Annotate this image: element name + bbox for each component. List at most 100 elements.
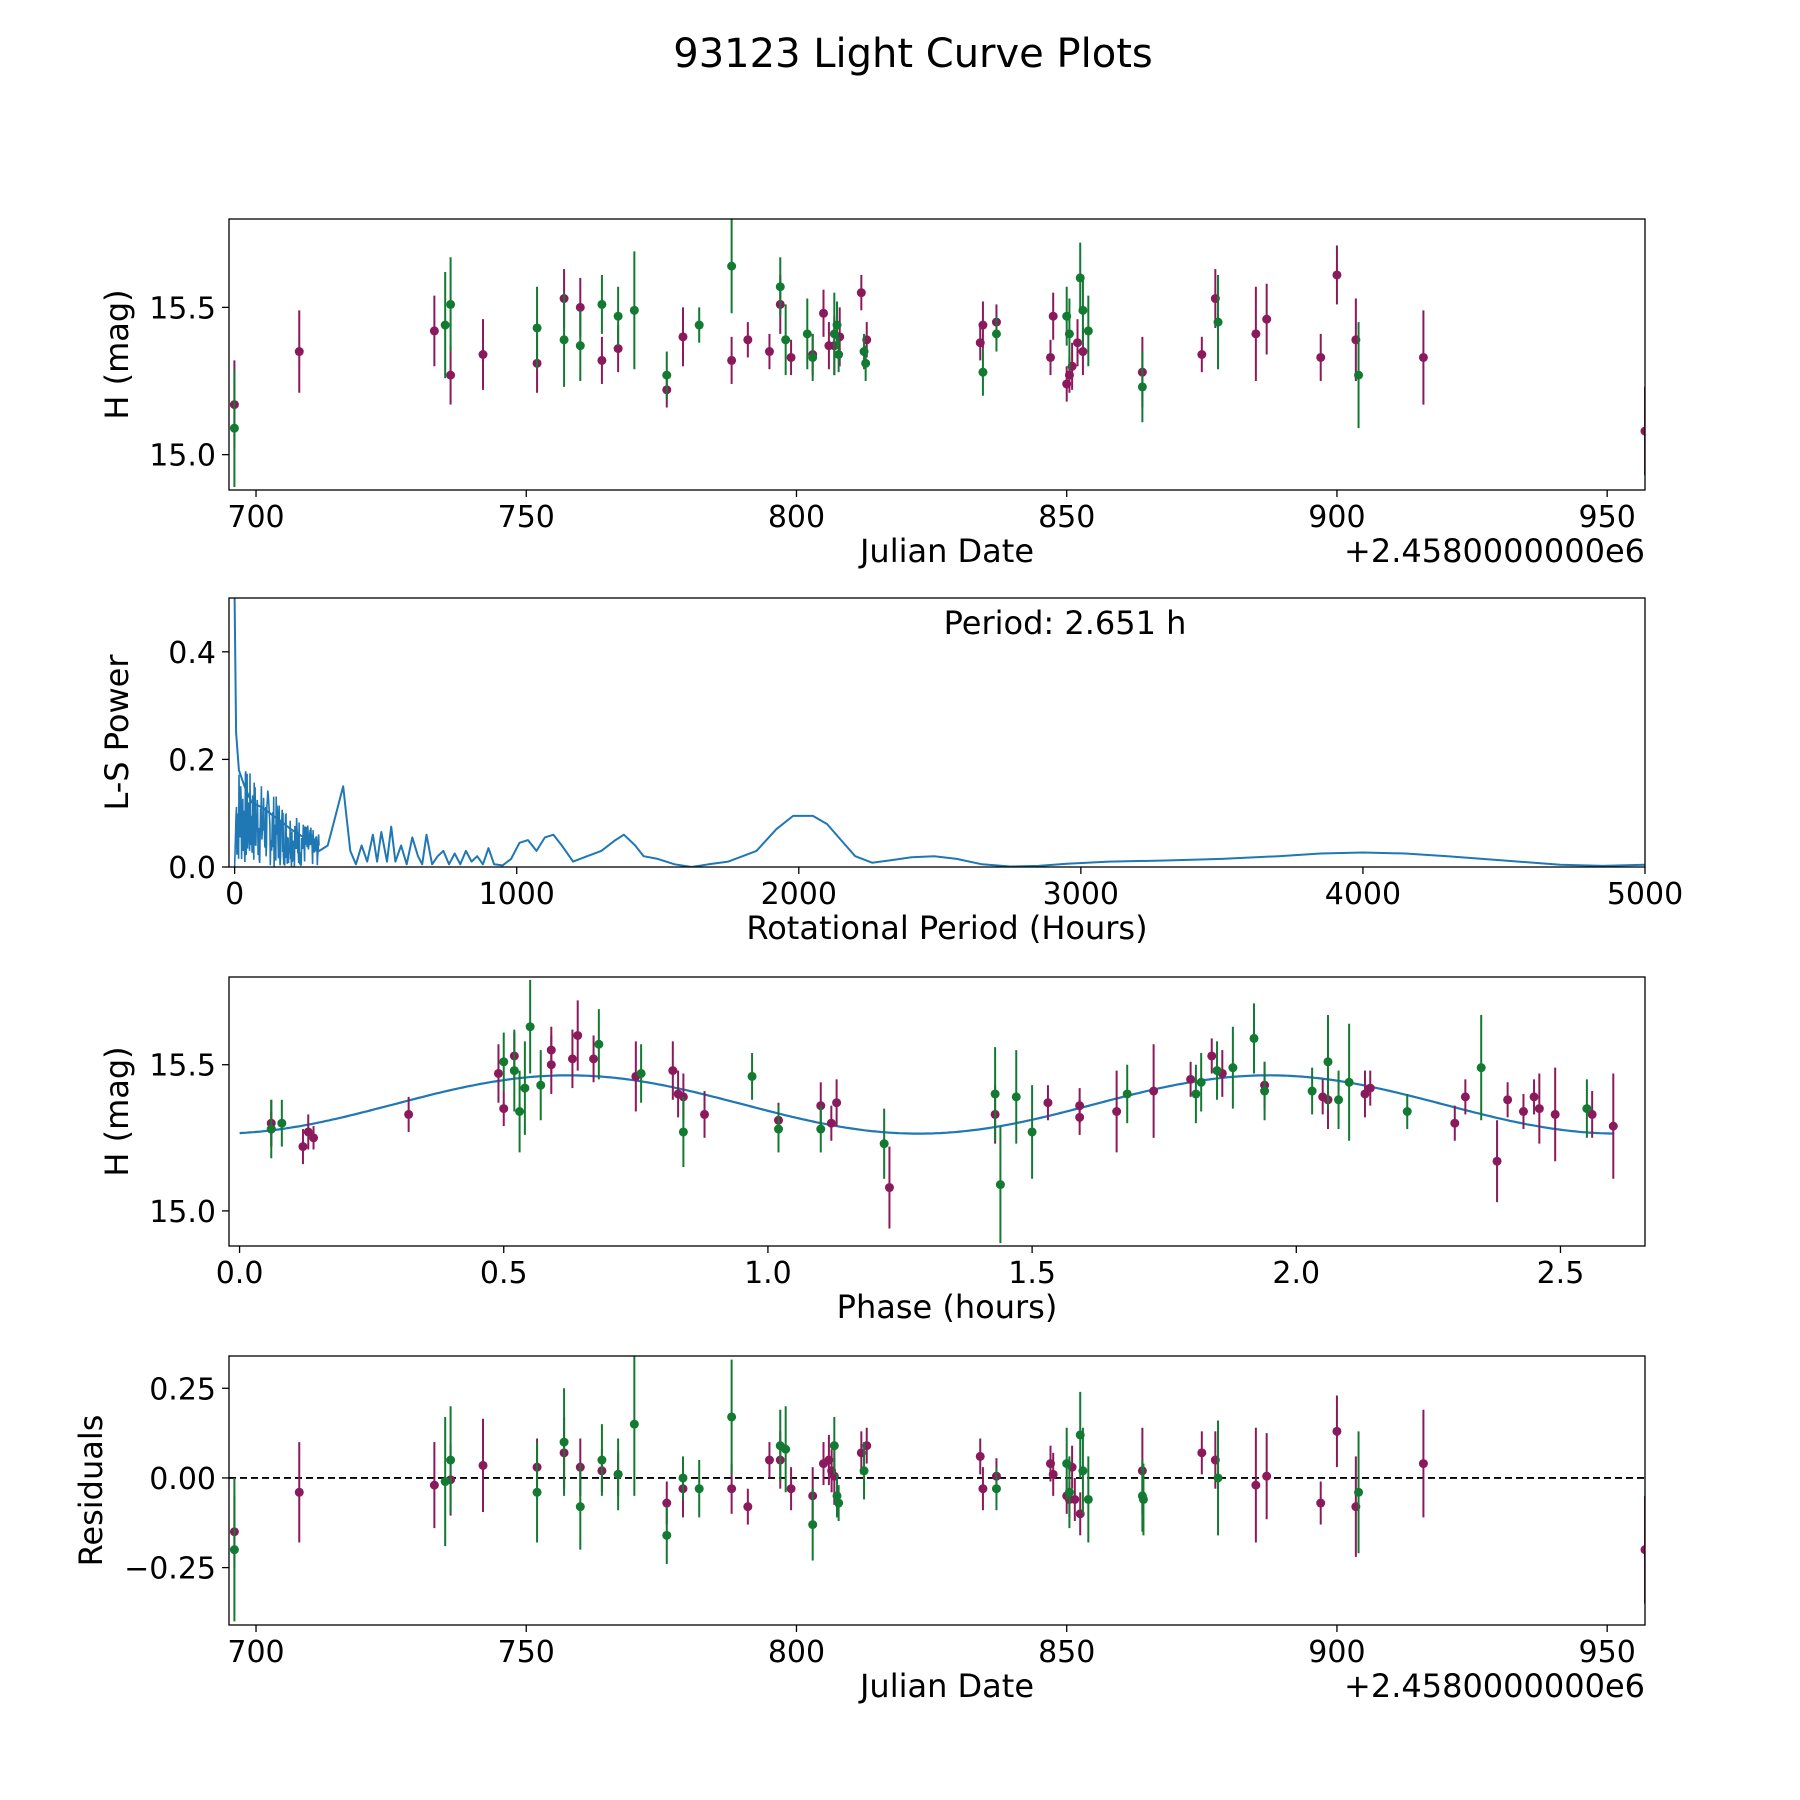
green-filter-point [829,1441,839,1451]
purple-filter-point [1197,1448,1207,1458]
purple-filter-point [1073,338,1083,348]
y-tick-label: 0.2 [168,743,216,778]
purple-filter-point [298,1142,308,1152]
green-filter-point [995,1180,1005,1190]
purple-filter-point [1534,1104,1544,1114]
purple-filter-point [303,1127,313,1137]
green-filter-point [1212,1066,1222,1076]
green-filter-point [266,1124,276,1134]
x-offset-label: +2.4580000000e6 [1344,532,1645,570]
periodogram-line [233,598,1645,867]
green-filter-point [1228,1063,1238,1073]
purple-filter-point [1316,1498,1326,1508]
purple-filter-point [1186,1074,1196,1084]
green-filter-point [775,282,785,292]
purple-filter-point [1608,1121,1618,1131]
purple-filter-point [786,1484,796,1494]
green-filter-point [861,358,871,368]
purple-filter-point [1640,1545,1645,1555]
green-filter-point [694,320,704,330]
x-tick-label: 0 [225,877,244,912]
green-filter-point [773,1124,783,1134]
x-tick-label: 800 [768,1635,825,1670]
purple-filter-point [1460,1092,1470,1102]
purple-filter-point [1550,1109,1560,1119]
purple-filter-point [1045,352,1055,362]
purple-filter-point [1251,1480,1261,1490]
x-tick-label: 850 [1038,500,1095,535]
green-filter-point [1213,1473,1223,1483]
green-filter-point [1249,1033,1259,1043]
green-filter-point [532,323,542,333]
purple-filter-point [764,1455,774,1465]
green-filter-point [1122,1089,1132,1099]
green-filter-point [1323,1057,1333,1067]
purple-filter-point [1332,1426,1342,1436]
purple-filter-point [294,1487,304,1497]
green-filter-point [1196,1077,1206,1087]
x-tick-label: 4000 [1325,877,1401,912]
x-tick-label: 900 [1308,500,1365,535]
green-filter-series [266,979,1592,1244]
green-filter-point [440,1477,450,1487]
green-filter-point [808,352,818,362]
purple-filter-point [613,344,623,354]
residuals-plot-area [229,1356,1645,1622]
purple-filter-point [1418,1459,1428,1469]
purple-filter-point [546,1045,556,1055]
green-filter-point [802,329,812,339]
purple-filter-point [1078,347,1088,357]
purple-filter-point [446,370,456,380]
x-tick-label: 0.0 [216,1256,264,1291]
x-tick-label: 750 [498,1635,555,1670]
green-filter-point [662,370,672,380]
purple-filter-point [1332,270,1342,280]
purple-filter-point [678,332,688,342]
green-filter-point [1064,329,1074,339]
green-filter-point [727,1412,737,1422]
green-filter-point [1476,1063,1486,1073]
green-filter-series [229,219,1364,488]
green-filter-point [662,1530,672,1540]
green-filter-point [597,299,607,309]
phased-axes-frame [228,976,1646,1247]
green-filter-point [532,1487,542,1497]
figure-title: 93123 Light Curve Plots [673,31,1152,77]
green-filter-point [978,367,988,377]
green-filter-point [991,1484,1001,1494]
purple-filter-point [1262,1471,1272,1481]
x-tick-label: 950 [1579,1635,1636,1670]
green-filter-point [575,1502,585,1512]
green-filter-point [629,305,639,315]
green-filter-point [832,320,842,330]
green-filter-point [229,1545,239,1555]
green-filter-point [678,1127,688,1137]
purple-filter-point [1075,1101,1085,1111]
residuals-axes-frame [228,1355,1646,1626]
y-tick-label: 15.0 [149,1195,216,1230]
periodogram-plot-area [233,598,1645,867]
x-tick-label: 5000 [1607,877,1683,912]
purple-filter-point [1262,314,1272,324]
green-filter-point [446,1455,456,1465]
green-filter-point [594,1039,604,1049]
purple-filter-point [1048,311,1058,321]
green-filter-point [1344,1077,1354,1087]
green-filter-point [525,1022,535,1032]
purple-filter-point [1316,352,1326,362]
purple-filter-point [478,1460,488,1470]
period-annotation: Period: 2.651 h [944,604,1187,642]
y-axis-label: H (mag) [98,1046,136,1176]
green-filter-point [1354,370,1364,380]
green-filter-point [515,1107,525,1116]
green-filter-point [727,261,737,271]
x-axis-label: Julian Date [858,532,1034,570]
purple-filter-point [819,308,829,318]
purple-filter-point [1518,1107,1528,1116]
purple-filter-point [743,335,753,345]
purple-filter-point [975,1451,985,1461]
purple-filter-point [429,326,439,336]
purple-filter-point [1450,1118,1460,1128]
green-filter-point [859,347,869,357]
green-filter-point [747,1071,757,1081]
